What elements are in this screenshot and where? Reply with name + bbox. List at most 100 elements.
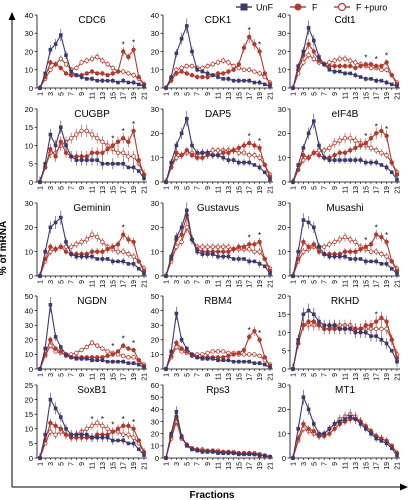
data-point-unf bbox=[79, 432, 84, 437]
data-point-unf bbox=[190, 49, 194, 54]
data-point-fpuro bbox=[368, 249, 374, 254]
significance-star: * bbox=[132, 120, 135, 129]
x-tick-label: 1 bbox=[164, 280, 171, 284]
y-tick-label: 5 bbox=[29, 439, 33, 448]
x-tick-label: 13 bbox=[353, 92, 360, 100]
panel-title: CDC6 bbox=[78, 15, 106, 26]
data-point-unf bbox=[142, 453, 146, 457]
data-point-unf bbox=[216, 358, 220, 363]
x-tick-label: 11 bbox=[90, 373, 97, 380]
legend-marker-fpuro bbox=[337, 2, 347, 12]
data-point-unf bbox=[164, 86, 168, 90]
data-point-fpuro bbox=[94, 420, 100, 426]
x-tick-label: 13 bbox=[226, 92, 233, 100]
data-point-f bbox=[241, 347, 247, 353]
data-point-unf bbox=[200, 252, 205, 256]
panel-title: Gustavus bbox=[197, 203, 239, 214]
data-point-unf bbox=[48, 397, 53, 402]
data-point-unf bbox=[226, 358, 231, 363]
x-tick-label: 19 bbox=[257, 186, 264, 194]
data-point-unf bbox=[59, 33, 63, 37]
data-point-f bbox=[48, 244, 53, 249]
data-point-fpuro bbox=[184, 63, 189, 69]
panel-title: CUGBP bbox=[74, 109, 110, 120]
data-point-fpuro bbox=[241, 150, 247, 155]
data-point-f bbox=[311, 242, 316, 247]
data-point-unf bbox=[268, 177, 272, 182]
data-point-unf bbox=[263, 362, 267, 367]
data-point-unf bbox=[116, 438, 120, 443]
data-point-unf bbox=[343, 71, 347, 76]
data-point-unf bbox=[43, 249, 47, 254]
data-point-f bbox=[115, 139, 121, 145]
x-tick-label: 15 bbox=[363, 280, 370, 288]
x-tick-label: 19 bbox=[131, 186, 138, 194]
data-point-unf bbox=[306, 308, 311, 313]
data-point-unf bbox=[301, 312, 306, 317]
data-point-f bbox=[226, 69, 231, 74]
data-point-unf bbox=[291, 367, 295, 371]
data-point-f bbox=[353, 65, 358, 71]
data-point-unf bbox=[200, 151, 205, 155]
legend: UnF F F +puro bbox=[236, 3, 387, 13]
data-point-f bbox=[136, 259, 141, 264]
data-point-unf bbox=[195, 67, 199, 72]
y-tick-label: 30 bbox=[151, 321, 159, 330]
x-tick-label: 1 bbox=[38, 186, 45, 190]
legend-item-fpuro: F +puro bbox=[334, 3, 387, 13]
x-tick-label: 17 bbox=[121, 92, 128, 100]
x-tick-label: 7 bbox=[195, 373, 202, 377]
y-tick-label: 0 bbox=[282, 84, 286, 93]
data-point-fpuro bbox=[126, 355, 131, 360]
y-tick-label: 0 bbox=[29, 365, 33, 374]
data-point-unf bbox=[231, 359, 236, 364]
data-point-unf bbox=[226, 451, 231, 455]
data-point-unf bbox=[332, 69, 337, 74]
data-point-fpuro bbox=[120, 353, 126, 359]
data-point-f bbox=[105, 353, 110, 359]
data-point-unf bbox=[121, 359, 125, 364]
data-point-f bbox=[246, 334, 252, 340]
data-point-unf bbox=[169, 254, 173, 259]
data-point-f bbox=[337, 63, 342, 69]
data-point-f bbox=[257, 239, 262, 245]
x-tick-label: 1 bbox=[164, 186, 171, 190]
x-tick-label: 15 bbox=[110, 186, 117, 194]
y-tick-label: 40 bbox=[278, 11, 286, 20]
x-tick-label: 15 bbox=[363, 462, 370, 470]
data-point-unf bbox=[338, 419, 342, 424]
data-point-f bbox=[63, 432, 69, 437]
data-point-fpuro bbox=[327, 242, 332, 247]
panel-title: DAP5 bbox=[205, 109, 232, 120]
y-tick-label: 30 bbox=[151, 417, 159, 426]
data-point-unf bbox=[69, 252, 73, 256]
y-tick-label: 15 bbox=[25, 123, 33, 132]
data-point-f bbox=[358, 247, 363, 252]
data-point-unf bbox=[296, 163, 300, 167]
x-tick-label: 21 bbox=[142, 373, 149, 381]
significance-star: * bbox=[385, 231, 388, 240]
global-x-label: Fractions bbox=[189, 490, 234, 500]
x-tick-label: 15 bbox=[236, 280, 243, 288]
data-point-f bbox=[368, 242, 374, 247]
data-point-unf bbox=[312, 119, 316, 123]
data-point-unf bbox=[137, 169, 141, 173]
data-point-unf bbox=[257, 361, 262, 365]
data-point-unf bbox=[174, 143, 179, 148]
data-point-unf bbox=[131, 262, 136, 266]
data-point-unf bbox=[85, 158, 89, 162]
data-point-unf bbox=[142, 271, 146, 276]
x-tick-label: 17 bbox=[247, 280, 254, 288]
panel-title: MT1 bbox=[335, 385, 355, 396]
data-point-f bbox=[189, 73, 195, 78]
x-tick-label: 3 bbox=[174, 92, 181, 96]
x-tick-label: 17 bbox=[247, 92, 254, 100]
data-point-f bbox=[236, 145, 241, 151]
data-point-f bbox=[311, 150, 316, 155]
data-point-unf bbox=[379, 338, 384, 342]
data-point-f bbox=[100, 249, 105, 254]
data-point-unf bbox=[374, 259, 378, 264]
x-tick-label: 7 bbox=[195, 92, 202, 96]
